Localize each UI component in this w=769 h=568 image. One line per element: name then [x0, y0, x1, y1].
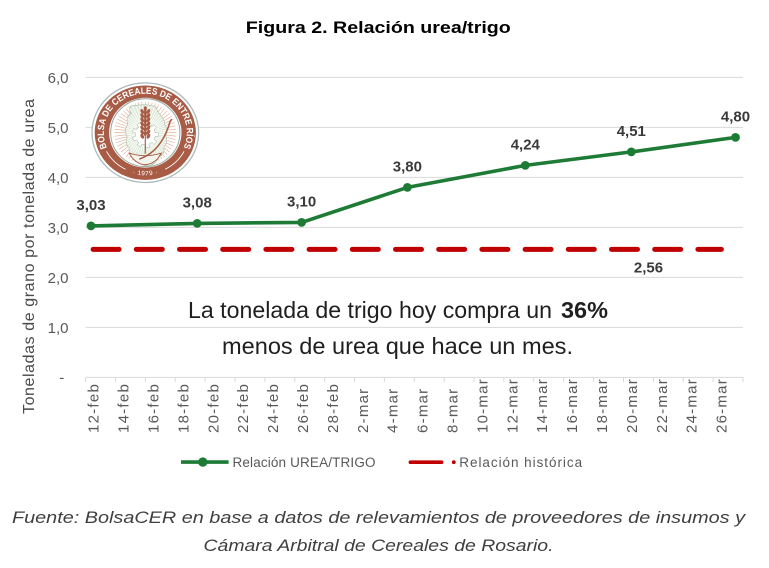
- svg-text:Relación histórica: Relación histórica: [459, 455, 582, 470]
- svg-text:Cámara Arbitral de Cereales de: Cámara Arbitral de Cereales de Rosario.: [204, 536, 554, 555]
- svg-text:20-feb: 20-feb: [205, 383, 222, 433]
- svg-text:24-mar: 24-mar: [684, 378, 701, 433]
- svg-text:28-feb: 28-feb: [325, 383, 342, 433]
- svg-text:menos de urea que hace un mes.: menos de urea que hace un mes.: [222, 333, 573, 359]
- svg-text:La tonelada de trigo hoy compr: La tonelada de trigo hoy compra un: [188, 297, 552, 323]
- svg-text:2,56: 2,56: [634, 260, 663, 277]
- svg-text:2-mar: 2-mar: [355, 388, 372, 433]
- svg-text:-: -: [59, 370, 64, 387]
- svg-text:4,80: 4,80: [721, 109, 750, 126]
- svg-text:3,03: 3,03: [76, 197, 105, 214]
- svg-text:18-feb: 18-feb: [175, 383, 192, 433]
- svg-text:14-feb: 14-feb: [116, 383, 133, 433]
- svg-text:Figura 2. Relación urea/trigo: Figura 2. Relación urea/trigo: [246, 18, 511, 37]
- svg-text:16-feb: 16-feb: [146, 383, 163, 433]
- svg-text:22-mar: 22-mar: [654, 378, 671, 433]
- svg-text:Fuente: BolsaCER en base a dat: Fuente: BolsaCER en base a datos de rele…: [12, 508, 747, 527]
- svg-text:6-mar: 6-mar: [415, 388, 432, 433]
- svg-text:3,80: 3,80: [393, 159, 422, 176]
- svg-text:22-feb: 22-feb: [235, 383, 252, 433]
- svg-text:4,51: 4,51: [617, 123, 646, 140]
- svg-text:26-mar: 26-mar: [714, 378, 731, 433]
- svg-text:12-feb: 12-feb: [86, 383, 103, 433]
- svg-text:10-mar: 10-mar: [474, 378, 491, 433]
- svg-text:Toneladas de grano por tonelad: Toneladas de grano por tonelada de urea: [21, 99, 38, 414]
- svg-text:12-mar: 12-mar: [504, 378, 521, 433]
- svg-text:8-mar: 8-mar: [445, 388, 462, 433]
- svg-text:18-mar: 18-mar: [594, 378, 611, 433]
- svg-text:14-mar: 14-mar: [534, 378, 551, 433]
- svg-text:· 1979 ·: · 1979 ·: [132, 169, 159, 178]
- svg-text:Relación UREA/TRIGO: Relación UREA/TRIGO: [233, 455, 376, 470]
- svg-text:24-feb: 24-feb: [265, 383, 282, 433]
- svg-text:4,24: 4,24: [511, 137, 541, 154]
- svg-text:16-mar: 16-mar: [564, 378, 581, 433]
- svg-text:4,0: 4,0: [48, 170, 69, 187]
- svg-text:1,0: 1,0: [48, 320, 69, 337]
- svg-text:3,08: 3,08: [183, 195, 212, 212]
- svg-text:3,10: 3,10: [287, 194, 316, 211]
- svg-text:4-mar: 4-mar: [385, 388, 402, 433]
- svg-text:6,0: 6,0: [48, 70, 69, 87]
- svg-text:3,0: 3,0: [48, 220, 69, 237]
- svg-text:20-mar: 20-mar: [624, 378, 641, 433]
- svg-text:26-feb: 26-feb: [295, 383, 312, 433]
- svg-text:36%: 36%: [561, 297, 608, 323]
- svg-text:5,0: 5,0: [48, 120, 69, 137]
- svg-text:2,0: 2,0: [48, 270, 69, 287]
